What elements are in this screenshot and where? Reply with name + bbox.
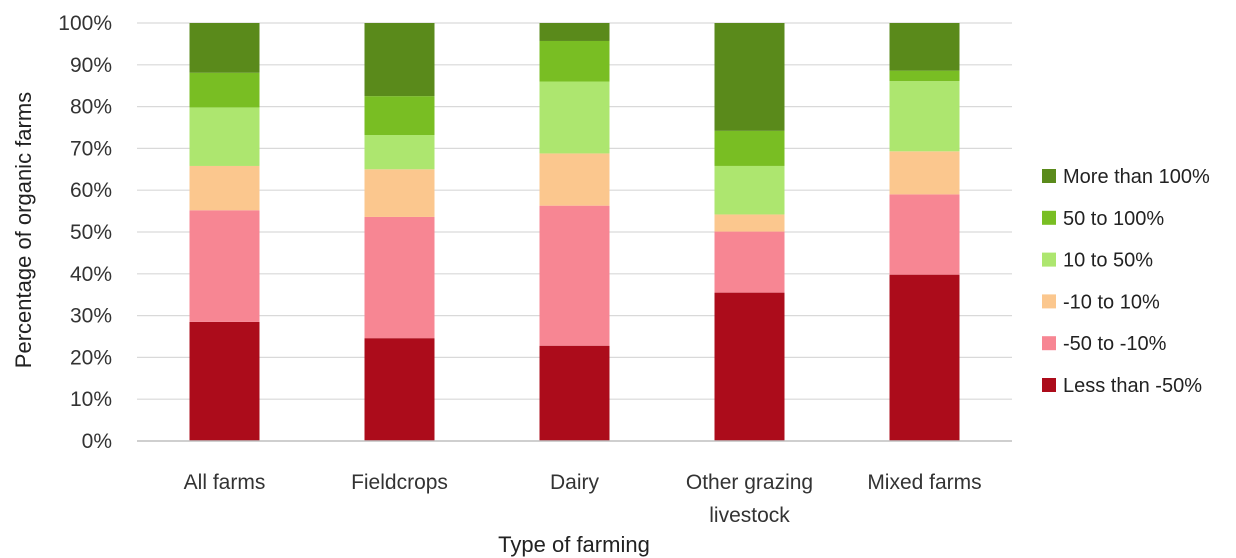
legend: More than 100% 50 to 100% 10 to 50% -10 to … [1042,166,1210,397]
bar-segment [364,216,435,339]
bar-segment [189,210,260,322]
bars [189,23,960,441]
y-tick-label: 0% [82,430,112,453]
y-tick-label: 30% [70,305,112,328]
bar-segment [189,107,260,166]
bar-segment [539,40,610,82]
bar-segment [889,274,960,441]
bar-segment [364,338,435,441]
bar-segment [539,205,610,346]
y-tick-label: 80% [70,96,112,119]
bar-segment [364,96,435,136]
legend-swatch [1042,336,1056,351]
legend-label: 10 to 50% [1063,250,1153,272]
x-tick-label: All farms [184,471,266,494]
legend-label: -50 to -10% [1063,333,1167,355]
legend-swatch [1042,294,1056,309]
x-tick-label: Dairy [550,471,600,494]
legend-label: Less than -50% [1063,375,1202,397]
bar-segment [539,23,610,41]
x-tick-label: Other grazing [686,471,813,494]
bar-segment [714,214,785,232]
bar-segment [714,231,785,293]
bar-segment [364,23,435,97]
x-tick-labels: All farms Fieldcrops Dairy Other grazing liv… [184,471,982,527]
bar-segment [189,23,260,73]
legend-label: More than 100% [1063,166,1210,188]
legend-label: -10 to 10% [1063,291,1160,313]
x-axis-title: Type of farming [498,532,650,557]
bar-segment [539,81,610,154]
y-tick-label: 100% [58,12,112,35]
legend-swatch [1042,252,1056,267]
y-axis-title: Percentage of organic farms [11,92,36,368]
legend-label: 50 to 100% [1063,208,1164,230]
bar-segment [714,23,785,131]
bar-segment [889,23,960,71]
bar-segment [889,194,960,275]
legend-swatch [1042,169,1056,183]
y-tick-label: 60% [70,179,112,202]
bar-segment [364,135,435,170]
bar-segment [714,130,785,166]
y-tick-label: 10% [70,388,112,411]
y-tick-label: 70% [70,137,112,160]
bar-segment [189,165,260,211]
bar-segment [889,70,960,82]
x-tick-label: Fieldcrops [351,471,448,494]
legend-swatch [1042,378,1056,392]
x-tick-label: Mixed farms [867,471,981,494]
bar-segment [189,321,260,441]
legend-swatch [1042,210,1056,225]
bar-segment [889,81,960,152]
y-tick-label: 40% [70,263,112,286]
bar-segment [714,165,785,215]
bar-segment [539,153,610,206]
bar-segment [889,151,960,195]
y-tick-label: 90% [70,54,112,77]
y-tick-labels: 0% 10% 20% 30% 40% 50% 60% 70% 80% 90% 100% [58,12,112,453]
bar-segment [364,169,435,217]
bar-segment [714,292,785,441]
y-tick-label: 50% [70,221,112,244]
y-tick-label: 20% [70,346,112,369]
bar-segment [539,345,610,441]
x-tick-label: livestock [709,504,790,527]
bar-segment [189,72,260,108]
